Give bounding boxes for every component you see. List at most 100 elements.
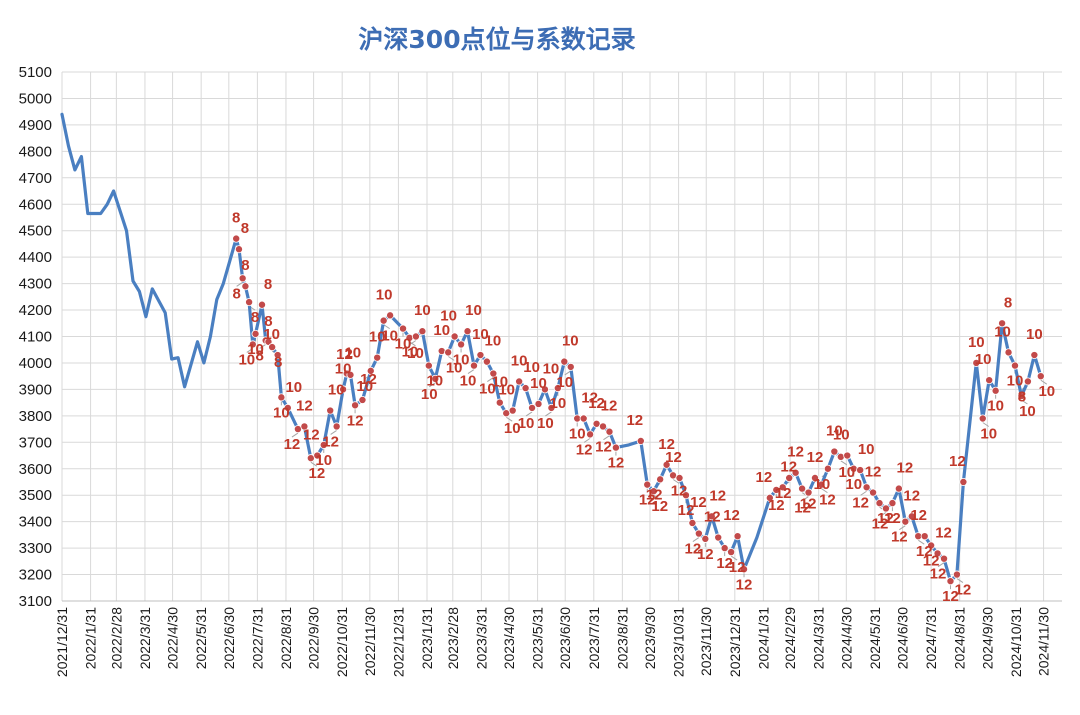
- data-marker: [675, 474, 684, 483]
- data-label: 12: [819, 492, 836, 509]
- data-label: 10: [381, 328, 398, 345]
- data-label: 12: [877, 510, 894, 527]
- data-marker: [346, 370, 355, 379]
- data-label: 10: [569, 425, 586, 442]
- data-marker: [399, 324, 408, 333]
- data-label: 12: [601, 397, 618, 414]
- data-label: 12: [704, 509, 721, 526]
- data-label: 10: [518, 415, 535, 432]
- x-tick-label: 2024/3/31: [811, 607, 827, 669]
- data-marker: [245, 298, 254, 307]
- data-label: 8: [264, 313, 272, 330]
- data-label: 8: [1004, 294, 1012, 311]
- data-marker: [277, 393, 286, 402]
- data-marker: [476, 351, 485, 360]
- label-leader: [899, 525, 906, 531]
- data-marker: [952, 570, 961, 579]
- data-marker: [991, 386, 1000, 395]
- data-label: 10: [556, 374, 573, 391]
- data-label: 12: [942, 588, 959, 605]
- data-markers: [232, 234, 1045, 586]
- data-marker: [830, 447, 839, 456]
- y-tick-label: 3400: [19, 514, 52, 531]
- y-tick-label: 4900: [19, 117, 52, 134]
- data-marker: [313, 451, 322, 460]
- data-label: 10: [479, 381, 496, 398]
- data-marker: [649, 487, 658, 496]
- data-label: 12: [955, 582, 972, 599]
- data-marker: [351, 401, 360, 410]
- label-leader: [310, 461, 318, 467]
- label-leader: [821, 488, 828, 494]
- data-label: 10: [826, 423, 843, 440]
- data-label: 10: [273, 404, 290, 421]
- x-tick-label: 2022/3/31: [137, 607, 153, 669]
- x-tick-label: 2022/1/31: [83, 607, 99, 669]
- data-label: 10: [858, 441, 875, 458]
- y-tick-label: 3100: [19, 593, 52, 610]
- label-leader: [383, 324, 390, 330]
- y-tick-label: 3800: [19, 408, 52, 425]
- data-marker: [469, 361, 478, 370]
- data-marker: [765, 493, 774, 502]
- data-marker: [257, 300, 266, 309]
- data-label: 10: [407, 345, 424, 362]
- data-marker: [332, 422, 341, 431]
- label-leader: [409, 340, 417, 345]
- y-tick-label: 4600: [19, 196, 52, 213]
- x-tick-label: 2022/12/31: [390, 607, 406, 677]
- data-label: 12: [736, 576, 753, 593]
- data-label: 10: [1038, 383, 1055, 400]
- data-label: 8: [264, 276, 272, 293]
- label-leader: [603, 435, 610, 441]
- data-marker: [605, 427, 614, 436]
- data-label: 12: [794, 500, 811, 517]
- x-tick-label: 2023/1/31: [419, 607, 435, 669]
- y-tick-label: 4100: [19, 329, 52, 346]
- y-tick-label: 4500: [19, 223, 52, 240]
- data-marker: [823, 464, 832, 473]
- data-label: 12: [588, 395, 605, 412]
- data-label: 8: [232, 210, 240, 227]
- data-marker: [888, 499, 897, 508]
- data-marker: [508, 406, 517, 415]
- data-marker: [643, 480, 652, 489]
- data-label: 10: [376, 286, 393, 303]
- x-tick-label: 2022/7/31: [249, 607, 265, 669]
- data-label: 12: [595, 439, 612, 456]
- x-tick-label: 2023/9/30: [642, 607, 658, 669]
- y-tick-label: 4200: [19, 302, 52, 319]
- x-tick-label: 2024/2/29: [782, 607, 798, 669]
- data-label: 12: [336, 346, 353, 363]
- data-marker: [386, 311, 395, 320]
- data-marker: [798, 484, 807, 493]
- x-tick-label: 2022/9/30: [306, 607, 322, 669]
- data-label: 12: [807, 449, 824, 466]
- label-leader: [1021, 399, 1028, 405]
- data-label: 12: [678, 502, 695, 519]
- data-marker: [373, 353, 382, 362]
- y-tick-label: 3200: [19, 567, 52, 584]
- data-label: 12: [639, 492, 656, 509]
- data-marker: [1010, 361, 1019, 370]
- data-label: 12: [347, 412, 364, 429]
- label-leader: [730, 555, 738, 561]
- data-label: 10: [328, 382, 345, 399]
- data-label: 10: [562, 333, 579, 350]
- data-marker: [566, 362, 575, 371]
- data-label: 12: [768, 497, 785, 514]
- data-label: 10: [523, 359, 540, 376]
- data-label: 10: [465, 302, 482, 319]
- data-label: 12: [903, 487, 920, 504]
- data-marker: [553, 384, 562, 393]
- x-tick-label: 2023/7/31: [586, 607, 602, 669]
- data-label: 12: [775, 485, 792, 502]
- data-label: 8: [241, 220, 249, 237]
- data-label: 8: [274, 354, 282, 371]
- data-marker: [560, 357, 569, 366]
- data-label: 12: [723, 507, 740, 524]
- data-marker: [901, 517, 910, 526]
- x-tick-label: 2024/10/31: [1008, 607, 1024, 677]
- data-label: 10: [814, 476, 831, 493]
- data-label: 10: [537, 415, 554, 432]
